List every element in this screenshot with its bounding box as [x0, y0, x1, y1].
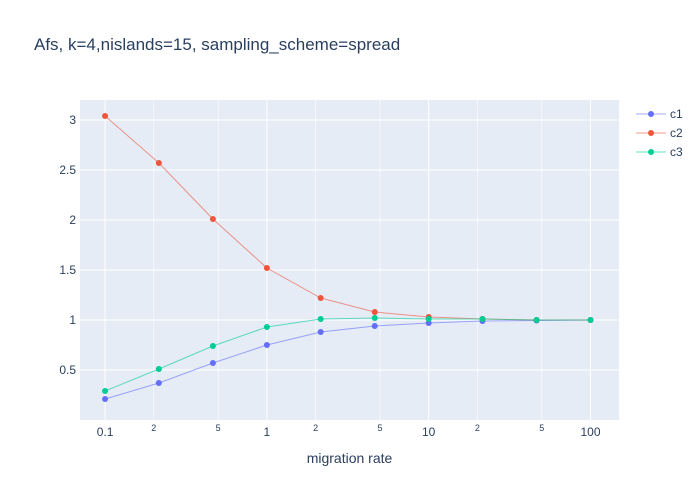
x-minor-tick-label: 2	[475, 423, 480, 433]
x-axis-label: migration rate	[307, 450, 393, 466]
x-minor-tick-label: 5	[377, 423, 382, 433]
legend-item-c3[interactable]: c3	[636, 145, 683, 159]
data-point-c3[interactable]	[209, 343, 216, 349]
data-point-c2[interactable]	[155, 160, 162, 166]
legend-label: c1	[670, 107, 683, 121]
data-point-c1[interactable]	[317, 329, 324, 335]
x-minor-tick-label: 5	[216, 423, 221, 433]
y-tick-label: 0.5	[59, 363, 76, 377]
data-point-c2[interactable]	[371, 309, 378, 315]
data-point-c1[interactable]	[102, 396, 109, 402]
y-tick-label: 2	[69, 213, 76, 227]
x-tick-label: 100	[580, 425, 600, 439]
legend-marker	[648, 149, 654, 155]
x-tick-label: 0.1	[97, 425, 114, 439]
data-point-c3[interactable]	[425, 316, 432, 322]
data-point-c3[interactable]	[102, 388, 109, 394]
data-point-c3[interactable]	[155, 366, 162, 372]
series-c3	[102, 315, 594, 394]
grid-lines	[80, 100, 619, 420]
data-point-c3[interactable]	[587, 317, 594, 323]
legend-marker	[648, 111, 654, 117]
legend-label: c3	[670, 145, 683, 159]
x-minor-tick-label: 2	[151, 423, 156, 433]
legend-item-c2[interactable]: c2	[636, 126, 683, 140]
data-point-c3[interactable]	[371, 315, 378, 321]
series-group	[102, 113, 594, 402]
data-point-c2[interactable]	[209, 216, 216, 222]
data-point-c3[interactable]	[533, 317, 540, 323]
data-point-c2[interactable]	[102, 113, 109, 119]
x-minor-tick-label: 5	[539, 423, 544, 433]
data-point-c1[interactable]	[209, 360, 216, 366]
y-tick-label: 3	[69, 113, 76, 127]
x-axis-ticks: 0.1 1 10 100 2 5 2 5 2 5	[97, 423, 601, 439]
chart-title: Afs, k=4,nislands=15, sampling_scheme=sp…	[34, 35, 400, 54]
x-tick-label: 1	[264, 425, 271, 439]
data-point-c2[interactable]	[263, 265, 270, 271]
y-tick-label: 1	[69, 313, 76, 327]
legend[interactable]: c1 c2 c3	[636, 107, 683, 159]
data-point-c3[interactable]	[263, 324, 270, 330]
x-tick-label: 10	[422, 425, 436, 439]
data-point-c2[interactable]	[317, 295, 324, 301]
data-point-c3[interactable]	[479, 316, 486, 322]
series-line-c3	[104, 317, 591, 392]
data-point-c3[interactable]	[317, 316, 324, 322]
series-line-c1	[104, 319, 591, 400]
legend-item-c1[interactable]: c1	[636, 107, 683, 121]
legend-label: c2	[670, 126, 683, 140]
data-point-c1[interactable]	[263, 342, 270, 348]
plot-area	[80, 100, 619, 420]
y-tick-label: 1.5	[59, 263, 76, 277]
x-minor-tick-label: 2	[313, 423, 318, 433]
y-axis-ticks: 0.5 1 1.5 2 2.5 3	[59, 113, 76, 377]
legend-marker	[648, 130, 654, 136]
y-tick-label: 2.5	[59, 163, 76, 177]
data-point-c1[interactable]	[371, 323, 378, 329]
data-point-c1[interactable]	[155, 380, 162, 386]
